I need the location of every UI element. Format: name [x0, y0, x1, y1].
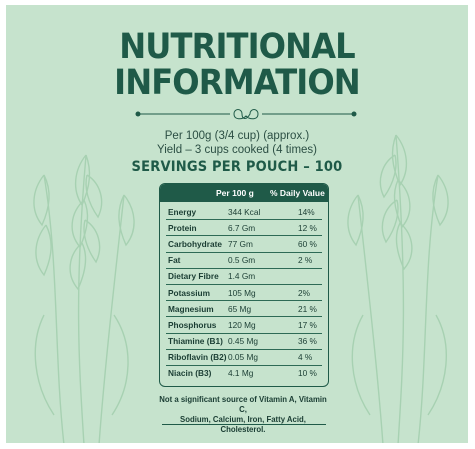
- ornamental-divider-icon: [135, 109, 357, 120]
- nutrition-table: Per 100 g % Daily Value Energy 344 Kcal 14…: [159, 183, 329, 387]
- table-body: Energy 344 Kcal 14% Protein 6.7 Gm 12 % Carboh…: [160, 202, 328, 381]
- table-row: Potassium 105 Mg 2%: [166, 285, 322, 302]
- yield-text: Yield – 3 cups cooked (4 times): [156, 144, 317, 156]
- nutrient-name: Thiamine (B1): [168, 336, 223, 347]
- table-row: Dietary Fibre 1.4 Gm: [166, 269, 322, 285]
- daily-value: 21 %: [298, 303, 317, 314]
- disclaimer-line2: Sodium, Calcium, Iron, Fatty Acid, Chole…: [180, 415, 306, 434]
- wheat-illustration-icon: [347, 134, 449, 443]
- daily-value: 2 %: [298, 255, 313, 266]
- daily-value: 10 %: [298, 368, 317, 379]
- daily-value: 2%: [298, 287, 310, 298]
- disclaimer-line1: Not a significant source of Vitamin A, V…: [159, 395, 327, 414]
- table-row: Energy 344 Kcal 14%: [166, 204, 322, 221]
- nutrient-name: Niacin (B3): [168, 368, 212, 379]
- divider-line: [162, 424, 326, 425]
- nutrient-name: Phosphorus: [168, 319, 217, 330]
- serving-size-text: Per 100g (3/4 cup) (approx.): [164, 130, 310, 142]
- disclaimer-note: Not a significant source of Vitamin A, V…: [157, 395, 330, 435]
- table-row: Riboflavin (B2) 0.05 Mg 4 %: [166, 350, 322, 366]
- table-row: Fat 0.5 Gm 2 %: [166, 253, 322, 269]
- column-header-per100g: Per 100 g: [216, 188, 254, 198]
- nutrient-name: Carbohydrate: [168, 238, 222, 249]
- nutrient-name: Potassium: [168, 287, 210, 298]
- nutrient-amount: 0.5 Gm: [228, 255, 256, 266]
- daily-value: 12 %: [298, 222, 317, 233]
- nutrient-amount: 105 Mg: [228, 287, 256, 298]
- nutrient-amount: 1.4 Gm: [228, 271, 256, 282]
- wheat-illustration-icon: [33, 154, 135, 443]
- table-row: Phosphorus 120 Mg 17 %: [166, 317, 322, 334]
- nutrient-amount: 0.45 Mg: [228, 336, 258, 347]
- table-row: Protein 6.7 Gm 12 %: [166, 220, 322, 237]
- page-title-line2: INFORMATION: [114, 63, 361, 103]
- nutrient-name: Fat: [168, 255, 181, 266]
- daily-value: 4 %: [298, 352, 313, 363]
- nutrient-name: Magnesium: [168, 303, 214, 314]
- table-row: Magnesium 65 Mg 21 %: [166, 301, 322, 318]
- nutrient-name: Energy: [168, 206, 197, 217]
- daily-value: 36 %: [298, 336, 317, 347]
- daily-value: 60 %: [298, 238, 317, 249]
- nutrient-amount: 4.1 Mg: [228, 368, 254, 379]
- daily-value: 17 %: [298, 319, 317, 330]
- table-header: Per 100 g % Daily Value: [160, 184, 328, 202]
- nutrient-amount: 65 Mg: [228, 303, 252, 314]
- nutrient-amount: 344 Kcal: [228, 206, 261, 217]
- nutrient-amount: 120 Mg: [228, 319, 256, 330]
- nutrient-name: Riboflavin (B2): [168, 352, 227, 363]
- page-title: NUTRITIONAL: [119, 27, 355, 67]
- table-row: Niacin (B3) 4.1 Mg 10 %: [166, 366, 322, 381]
- nutrient-name: Dietary Fibre: [168, 271, 219, 282]
- daily-value: 14%: [298, 206, 315, 217]
- servings-heading: SERVINGS PER POUCH – 100: [131, 159, 343, 175]
- nutrient-name: Protein: [168, 222, 197, 233]
- nutrient-amount: 0.05 Mg: [228, 352, 258, 363]
- table-row: Thiamine (B1) 0.45 Mg 36 %: [166, 334, 322, 350]
- table-row: Carbohydrate 77 Gm 60 %: [166, 236, 322, 253]
- nutrient-amount: 6.7 Gm: [228, 222, 256, 233]
- nutrition-panel: NUTRITIONAL INFORMATION Per 100g (3/4 cu…: [6, 5, 468, 443]
- nutrient-amount: 77 Gm: [228, 238, 253, 249]
- column-header-daily-value: % Daily Value: [270, 188, 325, 198]
